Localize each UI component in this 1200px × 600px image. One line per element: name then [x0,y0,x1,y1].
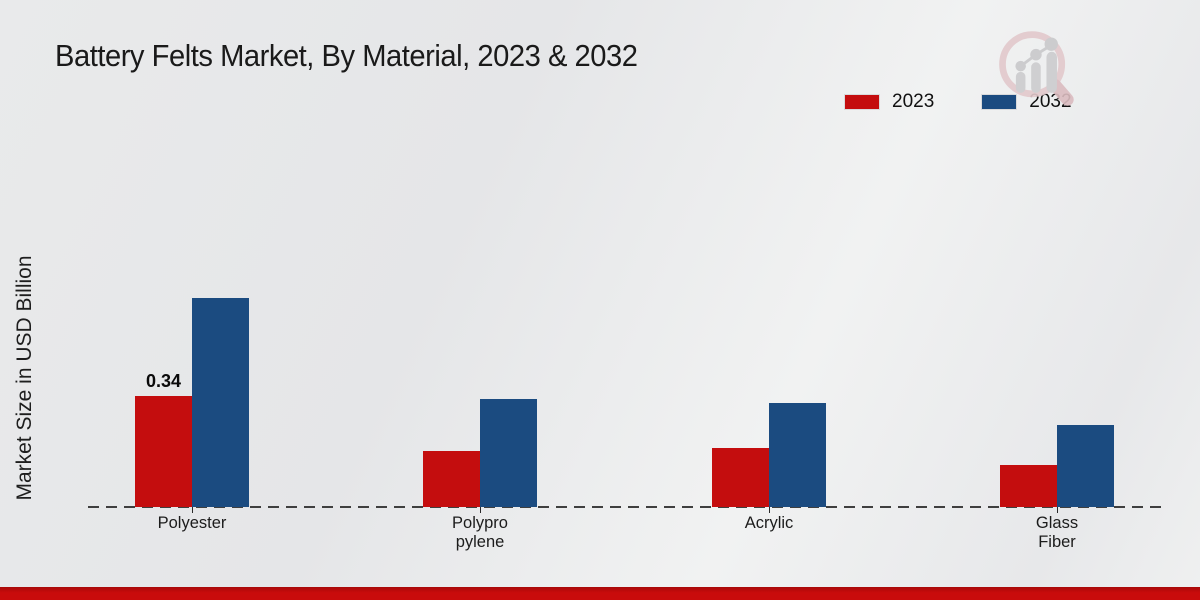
legend-label-2023: 2023 [892,91,935,112]
axis-tick-glass-fiber [1057,507,1058,513]
legend-swatch-2023 [845,95,879,109]
category-label-glass-fiber: Glass Fiber [1035,514,1079,551]
x-axis-baseline [88,506,1165,508]
legend-item-2023: 2023 [845,91,934,113]
axis-tick-polypropylene [480,507,481,513]
data-label-2023-polyester: 0.34 [145,371,182,391]
bar-2032-acrylic [769,403,826,507]
axis-tick-acrylic [769,507,770,513]
bar-2032-polypropylene [480,399,537,507]
axis-tick-polyester [192,507,193,513]
category-label-polypropylene: Polypro pylene [452,514,508,551]
bar-2023-polyester [135,396,192,507]
bar-2032-polyester [192,298,249,507]
bar-2023-polypropylene [423,451,480,507]
magnifier-growth-chart-logo-icon [999,31,1074,106]
footer-accent-bar [0,587,1200,600]
page-title: Battery Felts Market, By Material, 2023 … [55,38,638,73]
bar-2023-glass-fiber [1000,465,1057,507]
bar-2023-acrylic [712,448,769,507]
category-label-polyester: Polyester [157,514,227,532]
legend-swatch-2032 [982,95,1017,109]
bar-2032-glass-fiber [1057,425,1114,507]
category-label-acrylic: Acrylic [744,514,794,532]
